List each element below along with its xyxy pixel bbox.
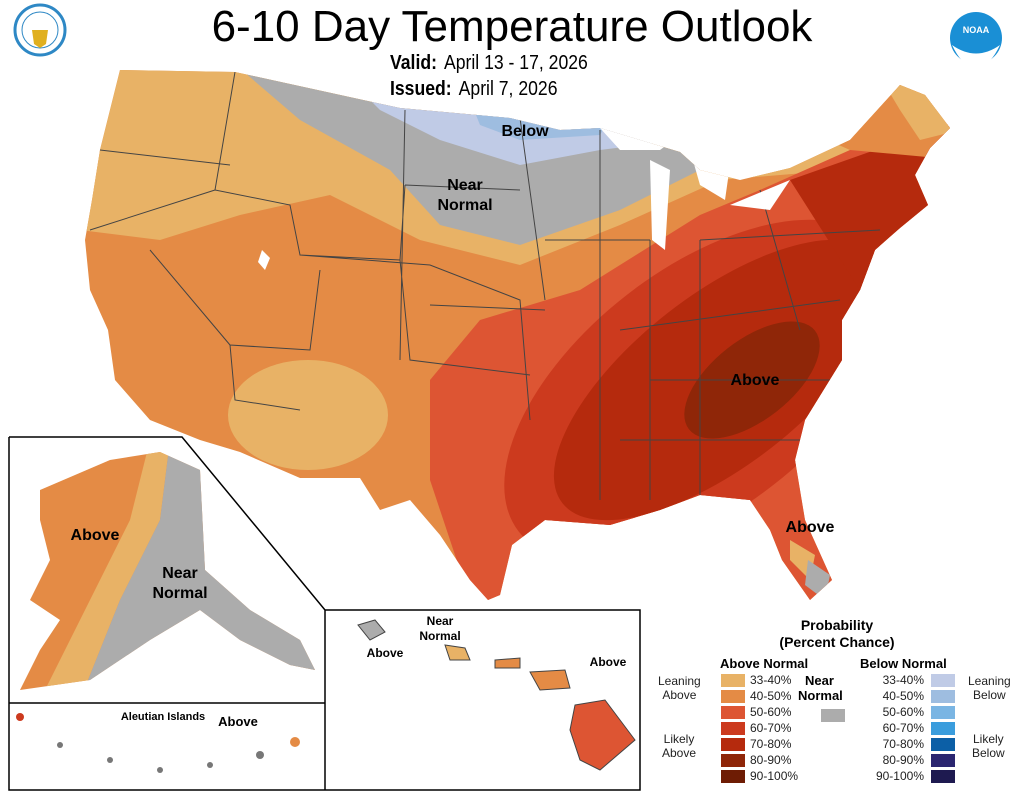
- issued-value: April 7, 2026: [458, 78, 558, 100]
- above-swatch: [720, 753, 746, 768]
- below-swatch: [930, 673, 956, 688]
- above-range-label: 70-80%: [750, 737, 792, 751]
- likely-above-label: Likely Above: [662, 732, 697, 760]
- hawaii-map: [357, 619, 636, 771]
- label-hi-above-left: Above: [367, 646, 404, 660]
- leaning-below-label: Leaning Below: [968, 674, 1011, 702]
- above-range-label: 90-100%: [750, 769, 799, 783]
- label-hi-above-right: Above: [590, 655, 627, 669]
- above-range-label: 33-40%: [750, 673, 792, 687]
- below-swatch: [930, 753, 956, 768]
- above-header: Above Normal: [720, 656, 809, 671]
- valid-value: April 13 - 17, 2026: [443, 52, 588, 74]
- below-swatch: [930, 737, 956, 752]
- likely-below-label: Likely Below: [972, 732, 1005, 760]
- above-swatch: [720, 689, 746, 704]
- label-hi-near: Near: [427, 614, 454, 628]
- below-swatch: [930, 721, 956, 736]
- below-range-label: 33-40%: [882, 673, 924, 687]
- below-range-label: 60-70%: [882, 721, 924, 735]
- aleutian-islands: [16, 713, 300, 773]
- label-aleutian: Aleutian Islands: [121, 711, 205, 723]
- above-swatch: [720, 705, 746, 720]
- below-swatch: [930, 705, 956, 720]
- issued-label: Issued:: [390, 78, 452, 100]
- leaning-above-label: Leaning Above: [658, 674, 701, 702]
- below-header: Below Normal: [860, 656, 947, 671]
- near-label-1: Near: [805, 673, 834, 688]
- label-above-fl: Above: [786, 519, 835, 536]
- label-near: Near: [447, 177, 483, 194]
- seal-logo: [13, 3, 67, 57]
- near-normal-swatch: [820, 708, 846, 723]
- legend-subtitle: (Percent Chance): [779, 634, 895, 650]
- label-below: Below: [501, 123, 549, 140]
- label-hi-normal: Normal: [419, 629, 460, 643]
- near-label-2: Normal: [798, 688, 843, 703]
- issued-date: Issued: April 7, 2026: [390, 78, 557, 101]
- below-range-label: 70-80%: [882, 737, 924, 751]
- above-swatch: [720, 737, 746, 752]
- below-range-label: 40-50%: [882, 689, 924, 703]
- above-range-label: 80-90%: [750, 753, 792, 767]
- below-range-label: 50-60%: [882, 705, 924, 719]
- valid-label: Valid:: [390, 52, 437, 74]
- above-range-label: 60-70%: [750, 721, 792, 735]
- above-range-label: 40-50%: [750, 689, 792, 703]
- below-range-label: 80-90%: [882, 753, 924, 767]
- legend-title: Probability: [800, 617, 874, 633]
- label-aleutian-above: Above: [218, 714, 258, 729]
- label-above-se: Above: [731, 372, 780, 389]
- valid-dates: Valid: April 13 - 17, 2026: [390, 52, 588, 75]
- inset-frames: [8, 436, 641, 791]
- page-title: 6-10 Day Temperature Outlook: [211, 2, 813, 51]
- label-ak-normal: Normal: [152, 585, 207, 602]
- below-swatch: [930, 769, 956, 784]
- below-range-label: 90-100%: [875, 769, 924, 783]
- state-borders: [89, 71, 881, 500]
- label-normal: Normal: [437, 197, 492, 214]
- above-range-label: 50-60%: [750, 705, 792, 719]
- above-swatch: [720, 721, 746, 736]
- label-ak-above: Above: [71, 527, 120, 544]
- below-swatch: [930, 689, 956, 704]
- above-swatch: [720, 673, 746, 688]
- legend: Probability (Percent Chance) Above Norma…: [650, 610, 1024, 791]
- label-ak-near: Near: [162, 565, 198, 582]
- svg-text:NOAA: NOAA: [963, 25, 990, 35]
- above-swatch: [720, 769, 746, 784]
- noaa-logo: NOAA: [950, 12, 1002, 66]
